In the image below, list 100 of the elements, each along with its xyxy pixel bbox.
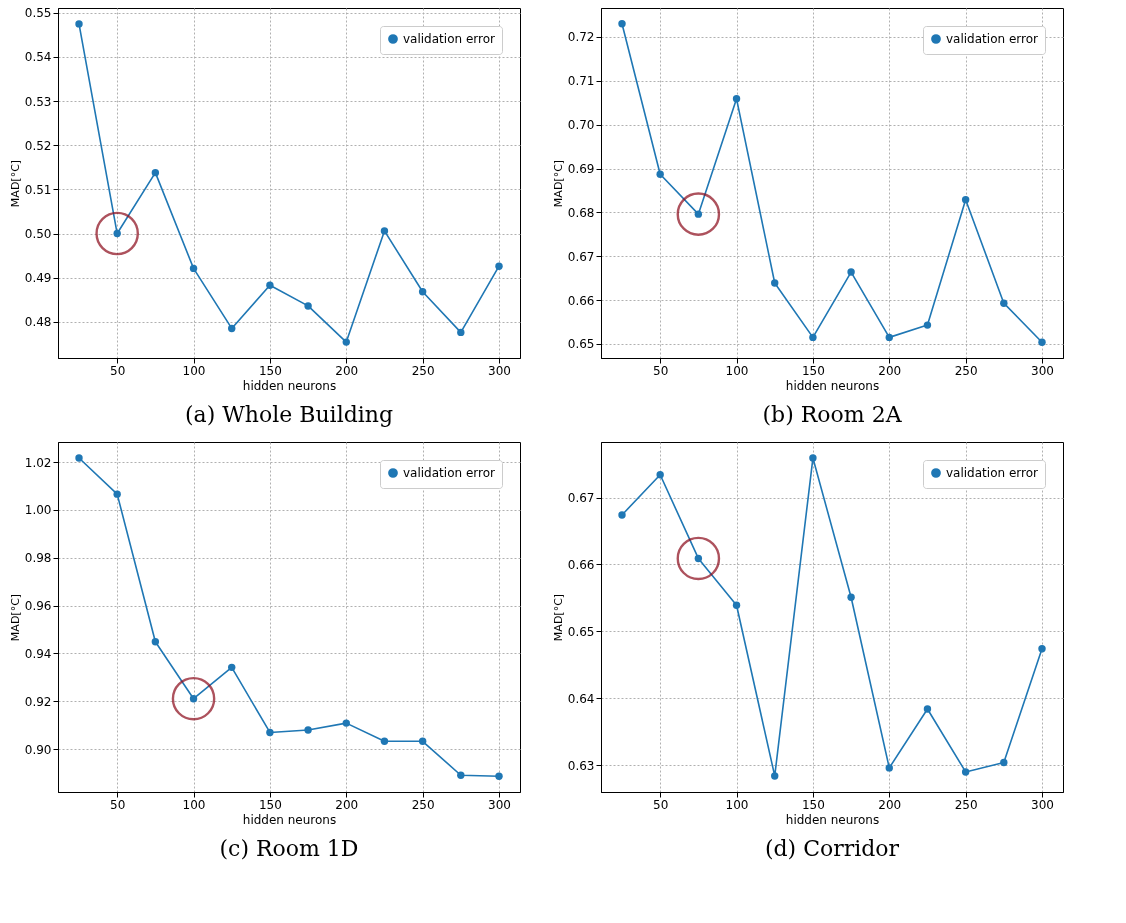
y-tick-label: 0.90: [24, 742, 52, 757]
text: (d) Corridor: [764, 836, 900, 861]
x-tick-label: 100: [182, 363, 206, 378]
point: [113, 490, 121, 498]
point: [151, 638, 160, 646]
y-tick-label: 0.94: [24, 646, 52, 661]
point: [676, 536, 721, 581]
x-tick-label: 300: [488, 797, 511, 812]
point: [847, 593, 855, 601]
x-tick-label: 50: [110, 363, 126, 378]
point: [847, 268, 855, 276]
y-tick-label: 0.48: [24, 315, 52, 330]
y-tick-label: 0.64: [567, 691, 595, 706]
y-tick-label: 0.63: [567, 758, 595, 773]
y-tick-label: 0.52: [24, 138, 52, 153]
point: [656, 170, 664, 178]
x-tick-label: 50: [653, 797, 669, 812]
point: [961, 195, 970, 204]
legend-label: validation error: [403, 32, 496, 46]
point: [923, 321, 932, 329]
legend-label: validation error: [403, 466, 496, 480]
x-tick-label: 150: [258, 363, 282, 378]
point: [771, 279, 779, 287]
point: [304, 726, 312, 734]
y-axis-title: MAD[°C]: [551, 159, 565, 208]
x-tick-label: 300: [1031, 797, 1054, 812]
y-axis-title: MAD[°C]: [551, 593, 565, 642]
y-tick-label: 0.98: [24, 551, 52, 566]
x-tick-label: 200: [335, 797, 359, 812]
point: [266, 281, 274, 289]
x-tick-label: 50: [110, 797, 126, 812]
point: [342, 338, 350, 346]
x-tick-label: 200: [335, 363, 359, 378]
y-tick-label: 0.55: [24, 6, 52, 21]
point: [418, 737, 427, 745]
x-tick-label: 250: [954, 797, 978, 812]
y-tick-label: 0.66: [567, 557, 595, 572]
point: [304, 302, 312, 310]
x-tick-label: 100: [725, 797, 749, 812]
y-tick-label: 0.70: [567, 118, 595, 133]
x-tick-label: 100: [182, 797, 206, 812]
x-tick-label: 150: [801, 363, 825, 378]
x-tick-label: 100: [725, 363, 749, 378]
y-tick-label: 1.00: [24, 503, 52, 518]
legend-label: validation error: [946, 32, 1039, 46]
point: [809, 333, 817, 342]
text: (a) Whole Building: [184, 402, 394, 427]
point: [676, 192, 721, 236]
y-tick-label: 0.96: [24, 599, 52, 614]
x-axis-title: hidden neurons: [785, 812, 880, 827]
point: [694, 554, 703, 563]
y-axis-title: MAD[°C]: [8, 159, 22, 208]
x-tick-label: 300: [1031, 363, 1054, 378]
point: [809, 454, 817, 462]
y-tick-label: 0.68: [567, 205, 595, 220]
y-tick-label: 0.53: [24, 94, 52, 109]
point: [228, 324, 236, 333]
point: [228, 663, 236, 672]
point: [732, 601, 741, 609]
point: [113, 229, 121, 238]
y-tick-label: 0.54: [24, 50, 52, 65]
x-axis-title: hidden neurons: [785, 378, 880, 393]
point: [95, 211, 139, 256]
y-tick-label: 0.67: [567, 249, 595, 264]
legend-label: validation error: [946, 466, 1039, 480]
x-tick-label: 150: [258, 797, 282, 812]
point: [189, 695, 198, 703]
y-tick-label: 0.69: [567, 162, 595, 177]
x-tick-label: 250: [954, 363, 978, 378]
x-axis-title: hidden neurons: [242, 812, 337, 827]
point: [151, 168, 160, 177]
point: [961, 768, 970, 776]
x-tick-label: 250: [411, 797, 435, 812]
y-tick-label: 0.92: [24, 694, 52, 709]
y-tick-label: 0.51: [24, 182, 52, 197]
point: [495, 262, 503, 270]
point: [923, 705, 932, 713]
point: [885, 333, 893, 342]
y-tick-label: 1.02: [24, 455, 52, 470]
point: [418, 288, 427, 296]
point: [618, 20, 626, 28]
point: [1038, 645, 1046, 653]
x-tick-label: 200: [878, 363, 902, 378]
point: [771, 772, 779, 780]
point: [457, 771, 465, 779]
x-tick-label: 150: [801, 797, 825, 812]
point: [75, 454, 83, 462]
point: [266, 728, 274, 737]
point: [171, 676, 216, 721]
y-tick-label: 0.50: [24, 227, 52, 242]
y-tick-label: 0.66: [567, 293, 595, 308]
y-tick-label: 0.67: [567, 491, 595, 506]
x-tick-label: 50: [653, 363, 669, 378]
point: [495, 772, 503, 780]
point: [1038, 338, 1046, 346]
point: [189, 264, 198, 273]
text: (b) Room 2A: [762, 402, 903, 427]
y-tick-label: 0.65: [567, 624, 595, 639]
point: [656, 471, 664, 479]
point: [380, 227, 389, 235]
